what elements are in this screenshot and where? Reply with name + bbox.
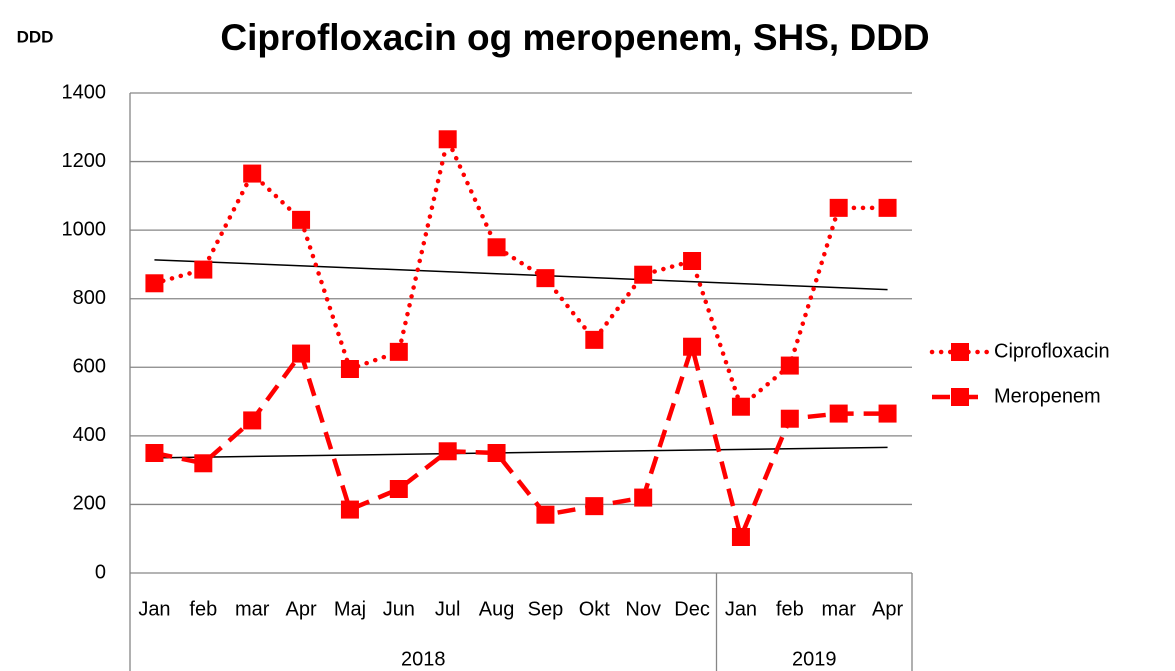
x-tick-label: Jul: [435, 598, 461, 620]
marker: [829, 404, 848, 423]
x-tick-label: Apr: [286, 598, 317, 620]
trendline: [154, 259, 888, 291]
x-tick-label: feb: [189, 598, 217, 620]
marker: [878, 198, 897, 217]
x-tick-label: Jun: [383, 598, 415, 620]
legend-marker: [951, 388, 969, 406]
marker: [683, 337, 702, 356]
x-tick-label: Jan: [138, 598, 170, 620]
marker: [243, 164, 262, 183]
group-label: 2019: [792, 648, 837, 670]
legend-marker: [951, 343, 969, 361]
y-tick-label: 1400: [62, 81, 107, 103]
y-axis-label: DDD: [17, 27, 54, 46]
marker: [634, 488, 653, 507]
trendline: [154, 446, 888, 459]
marker: [829, 198, 848, 217]
group-label: 2018: [401, 648, 446, 670]
legend-label: Ciprofloxacin: [994, 340, 1110, 362]
x-tick-label: Okt: [579, 598, 611, 620]
series-line: [152, 132, 890, 411]
y-tick-label: 400: [73, 424, 106, 446]
marker: [438, 442, 457, 461]
x-tick-label: Sep: [528, 598, 564, 620]
marker: [780, 409, 799, 428]
x-tick-label: Dec: [674, 598, 710, 620]
chart-title: Ciprofloxacin og meropenem, SHS, DDD: [220, 17, 929, 58]
marker: [634, 265, 653, 284]
marker: [194, 260, 213, 279]
series-line: [153, 338, 888, 545]
marker: [389, 342, 408, 361]
marker: [243, 411, 262, 430]
marker: [683, 252, 702, 270]
x-tick-label: Jan: [725, 598, 757, 620]
y-tick-label: 800: [73, 287, 106, 309]
x-tick-label: Aug: [479, 598, 515, 620]
marker: [340, 500, 359, 519]
y-tick-label: 600: [73, 356, 106, 378]
x-tick-label: Nov: [625, 598, 661, 620]
x-tick-label: mar: [235, 598, 270, 620]
marker: [487, 444, 506, 462]
y-tick-label: 0: [95, 561, 106, 583]
marker: [194, 454, 213, 473]
x-tick-label: feb: [776, 598, 804, 620]
marker: [389, 480, 408, 498]
marker: [145, 444, 164, 462]
marker: [536, 269, 555, 288]
x-tick-label: Maj: [334, 598, 366, 620]
marker: [292, 344, 311, 363]
y-tick-label: 1200: [62, 150, 107, 172]
marker: [487, 238, 506, 257]
legend-label: Meropenem: [994, 385, 1101, 407]
y-tick-label: 1000: [62, 218, 107, 240]
marker: [585, 497, 604, 516]
marker: [780, 356, 799, 375]
marker: [878, 404, 897, 423]
marker: [536, 505, 555, 524]
marker: [438, 130, 457, 149]
x-tick-label: mar: [821, 598, 856, 620]
y-tick-label: 200: [73, 493, 106, 515]
marker: [585, 330, 604, 349]
x-tick-label: Apr: [872, 598, 903, 620]
marker: [340, 360, 359, 378]
marker: [731, 397, 750, 416]
marker: [145, 274, 164, 293]
marker: [731, 528, 750, 546]
marker: [292, 210, 311, 229]
